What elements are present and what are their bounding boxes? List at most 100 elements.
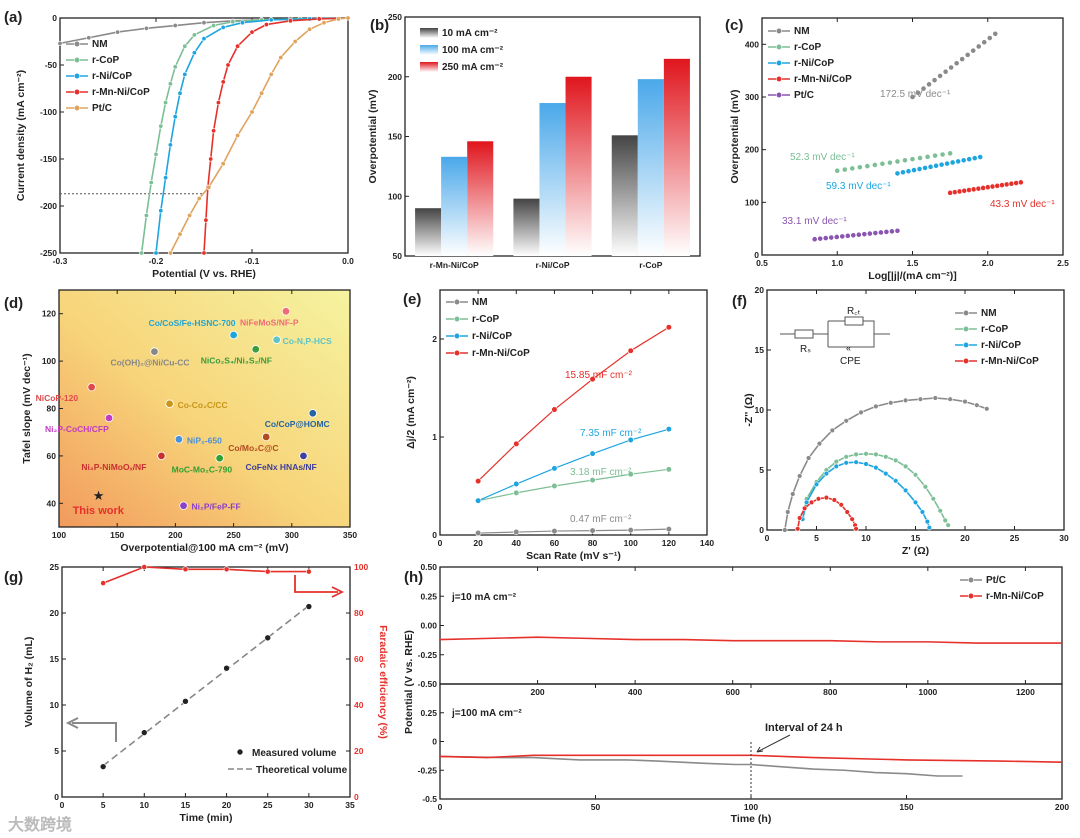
data-point [261,432,271,442]
data-point [844,232,851,239]
data-point [864,163,871,169]
faradaic-point [141,564,148,570]
data-point [956,188,963,195]
data-point [272,335,281,344]
data-point [919,509,926,515]
measured-point [305,603,313,610]
y-tick-label: 100 [388,191,402,201]
data-point [172,64,178,70]
data-point [944,160,951,167]
data-point [225,62,231,68]
data-point [167,250,173,256]
faradaic-point [100,580,107,586]
bar [663,58,690,257]
legend-marker [453,298,461,306]
x-tick-label: 150 [899,802,913,812]
slope-label: 43.3 mV dec⁻¹ [990,199,1055,210]
data-point [873,451,879,458]
capacitance-label: 0.47 mF cm⁻² [570,514,632,525]
data-point [259,90,265,96]
data-point [1003,181,1010,188]
x-axis-label: Scan Rate (mV s⁻¹) [526,550,621,562]
point-label: NiCo₂S₄/Ni₃S₂/NF [201,355,272,365]
data-point [942,517,948,524]
measured-point [140,729,148,736]
data-point [230,19,236,25]
x-tick-label: 350 [343,530,357,540]
data-point [951,189,958,196]
legend-label: Measured volume [252,748,337,759]
y-tick-label: 20 [50,608,60,618]
data-point [201,36,207,42]
left-axis-arrow-icon [65,717,117,742]
y-tick-label: 300 [745,92,759,102]
data-point [235,43,241,49]
category-label: r-Mn-Ni/CoP [430,260,479,270]
legend-marker [775,43,783,51]
legend-label: r-Mn-Ni/CoP [472,348,530,359]
data-point [853,451,859,458]
data-point [930,496,937,502]
legend-marker [73,40,81,48]
legend-label: r-Mn-Ni/CoP [981,356,1039,367]
panel-c: 0.5 1.0 1.5 2.0 2.5 0 100 200 300 400 Log[|j|/(mA … [725,17,1069,282]
data-point [975,43,982,50]
category-label: r-Ni/CoP [536,260,570,270]
x-tick-label: 15 [911,533,921,543]
legend-marker [967,592,975,600]
data-point [992,30,999,37]
data-point [551,527,558,535]
data-point [815,496,822,502]
legend-label: r-Mn-Ni/CoP [986,591,1044,602]
data-point [863,461,869,467]
y-right-tick-label: 40 [354,700,364,710]
stability-line-bottom [439,755,963,777]
data-point [947,396,953,402]
panel-letter: (h) [404,569,423,586]
data-point [909,94,916,100]
this-work-label: This work [73,505,125,517]
y-tick-label: -150 [40,154,57,164]
data-point [892,478,899,484]
data-point [971,155,978,162]
y-axis-label: Overpotential (mV) [729,90,741,184]
y-tick-label: 0.50 [420,562,437,572]
capacitance-label: 7.35 mF cm⁻² [580,428,642,439]
legend-label: r-CoP [794,42,822,53]
bar [637,79,664,256]
data-point [182,43,188,49]
data-point [665,466,672,473]
data-point [163,175,169,181]
legend-label: NM [981,308,997,319]
data-point [215,100,221,106]
data-point [191,32,197,38]
data-point [924,518,931,525]
data-point [960,157,967,164]
x-axis-label: Time (h) [731,813,772,825]
data-point [268,17,274,23]
data-point [833,234,840,240]
data-point [970,186,977,193]
data-point [887,159,893,166]
data-point [831,497,838,503]
legend-label: NM [794,26,810,37]
x-tick-label: 25 [263,800,273,810]
panel-h-bottom: 0 50 100 150 200 -0.5 -0.25 0 0.25 j=100 mA cm⁻² I… [403,630,1069,825]
legend-label: NM [92,39,108,50]
data-point [153,250,159,256]
data-point [873,464,879,471]
data-point [877,229,884,236]
data-point [849,165,856,172]
cpe-label: CPE [840,356,861,367]
data-point [955,158,962,165]
legend-swatch [420,28,438,38]
data-point [915,89,921,96]
legend-marker [962,357,970,365]
data-point [961,187,968,194]
y-tick-label: -250 [40,248,57,258]
data-point [163,100,169,106]
x-tick-label: 30 [304,800,314,810]
data-point [883,228,890,235]
data-point [863,451,869,457]
legend-marker [236,748,244,756]
